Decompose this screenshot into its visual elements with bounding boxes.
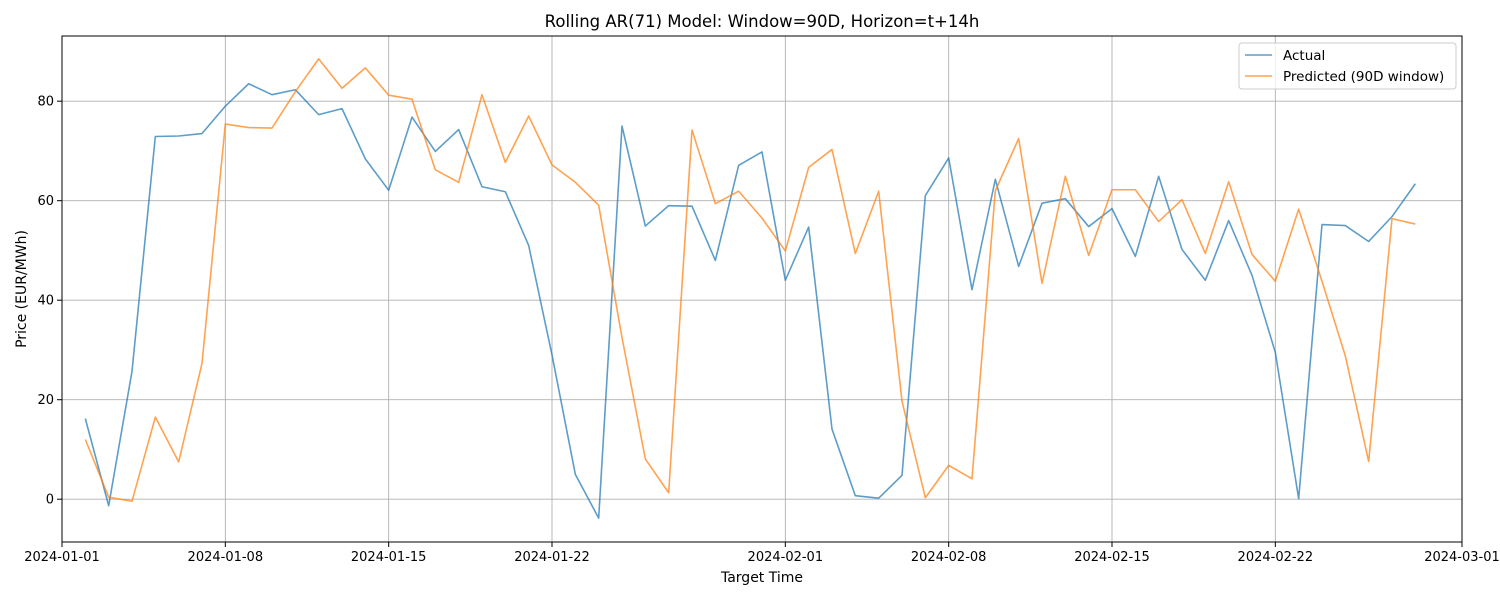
- y-tick-label: 40: [37, 294, 54, 309]
- y-axis-label: Price (EUR/MWh): [14, 230, 30, 348]
- x-tick-label: 2024-03-01: [1424, 550, 1500, 565]
- series-line-predicted: [84, 58, 1416, 503]
- x-tick-label: 2024-01-01: [24, 550, 100, 565]
- x-tick-label: 2024-01-08: [188, 550, 264, 565]
- x-tick-label: 2024-02-22: [1238, 550, 1314, 565]
- legend-box: [1238, 42, 1457, 90]
- x-tick-label: 2024-01-15: [351, 550, 427, 565]
- tick-layer: 2024-01-01 2024-01-08 2024-01-15 2024-01-22…: [24, 95, 1500, 565]
- x-tick-label: 2024-02-01: [748, 550, 824, 565]
- x-tick-label: 2024-01-22: [514, 550, 590, 565]
- x-axis-label: Target Time: [720, 570, 803, 586]
- legend-label: Predicted (90D window): [1283, 69, 1444, 85]
- plot-frame: [61, 35, 1463, 543]
- y-tick-label: 80: [37, 95, 54, 110]
- x-tick-label: 2024-02-08: [911, 550, 987, 565]
- series-layer: [84, 58, 1416, 519]
- legend-label: Actual: [1283, 48, 1325, 64]
- y-tick-label: 0: [46, 493, 54, 508]
- y-tick-label: 60: [37, 194, 54, 209]
- series-line-actual: [84, 82, 1416, 519]
- y-tick-label: 20: [37, 393, 54, 408]
- legend: Actual Predicted (90D window): [1238, 42, 1457, 90]
- grid-layer: [61, 36, 1463, 542]
- chart-title: Rolling AR(71) Model: Window=90D, Horizo…: [545, 12, 980, 31]
- x-tick-label: 2024-02-15: [1074, 550, 1150, 565]
